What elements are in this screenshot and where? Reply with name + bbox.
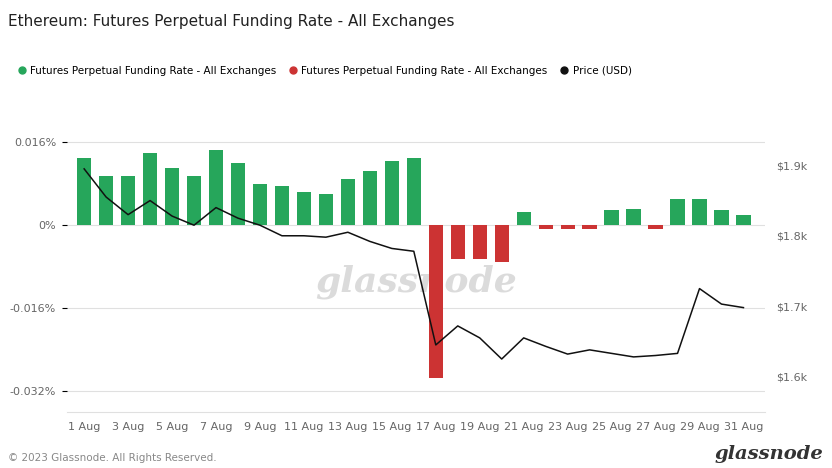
Bar (275, 186, 289, 225)
Bar (121, 176, 136, 225)
Bar (517, 212, 531, 225)
Bar (428, 225, 443, 378)
Bar (715, 210, 729, 225)
Bar (384, 161, 399, 225)
Bar (626, 209, 641, 225)
Bar (77, 158, 92, 225)
Bar (451, 225, 465, 259)
Text: Ethereum: Futures Perpetual Funding Rate - All Exchanges: Ethereum: Futures Perpetual Funding Rate… (8, 14, 455, 29)
Bar (561, 225, 575, 229)
Text: glassnode: glassnode (715, 446, 824, 463)
Bar (538, 225, 552, 229)
Bar (692, 199, 706, 225)
Bar (143, 153, 157, 225)
Bar (473, 225, 487, 259)
Bar (230, 163, 245, 225)
Bar (187, 176, 201, 225)
Bar (494, 225, 509, 262)
Bar (297, 191, 311, 225)
Bar (605, 210, 619, 225)
Legend: Futures Perpetual Funding Rate - All Exchanges, Futures Perpetual Funding Rate -: Futures Perpetual Funding Rate - All Exc… (13, 61, 636, 80)
Bar (341, 179, 355, 225)
Bar (407, 158, 421, 225)
Bar (671, 199, 685, 225)
Bar (319, 194, 333, 225)
Bar (209, 150, 223, 225)
Bar (648, 225, 663, 229)
Bar (582, 225, 597, 229)
Bar (736, 215, 750, 225)
Bar (253, 184, 267, 225)
Bar (165, 168, 179, 225)
Bar (99, 176, 113, 225)
Text: © 2023 Glassnode. All Rights Reserved.: © 2023 Glassnode. All Rights Reserved. (8, 453, 217, 463)
Bar (363, 171, 377, 225)
Text: glassnode: glassnode (315, 264, 517, 299)
